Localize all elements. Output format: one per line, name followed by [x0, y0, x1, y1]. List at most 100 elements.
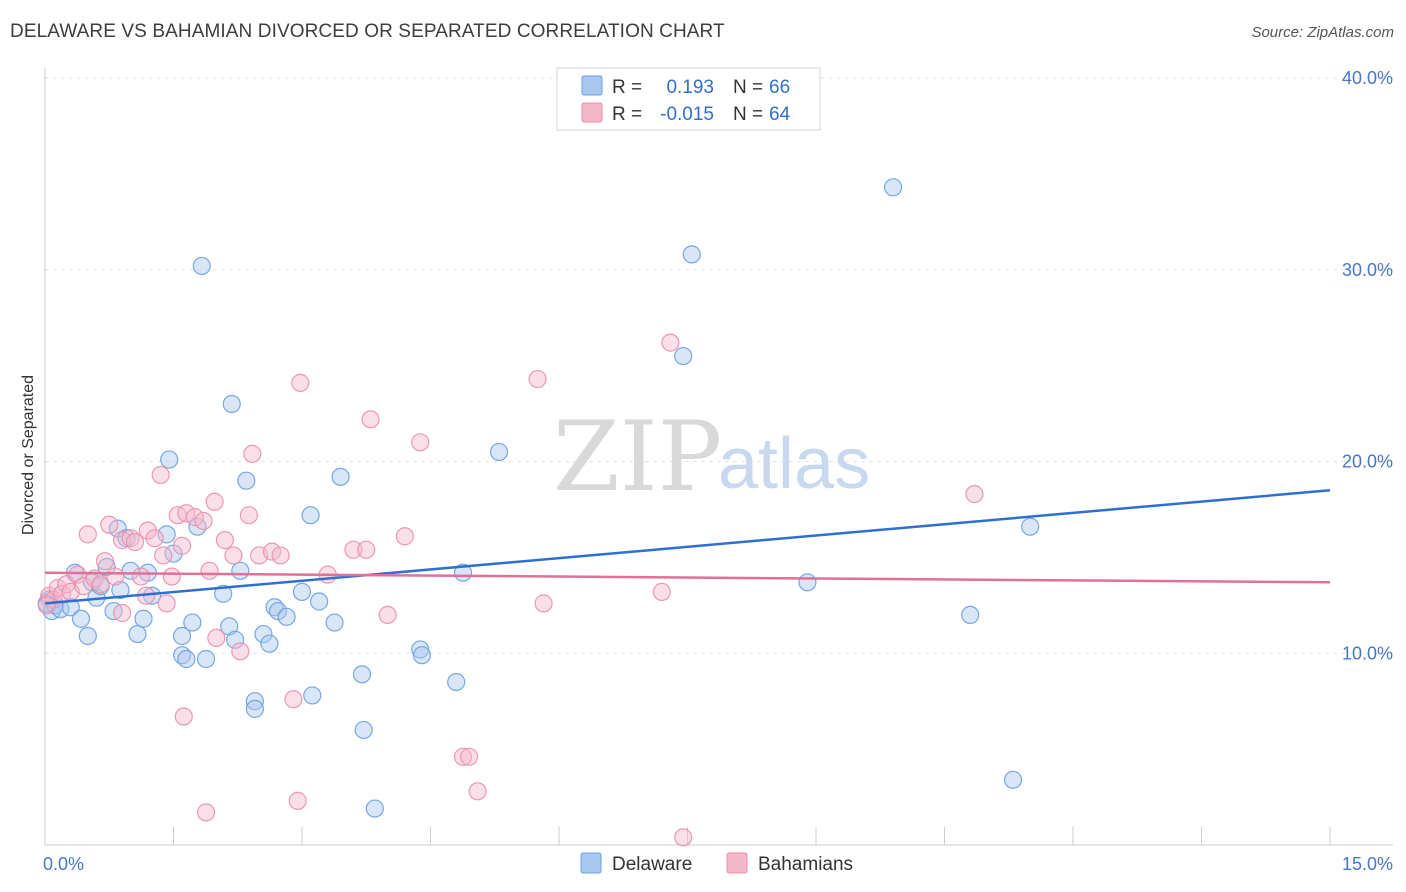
point-delaware-27: [183, 613, 202, 632]
point-delaware-54: [412, 646, 432, 665]
y-axis-title: Divorced or Separated: [20, 375, 37, 535]
point-bahamians-21: [145, 529, 164, 548]
point-bahamians-57: [528, 369, 547, 389]
watermark-atlas: atlas: [718, 424, 870, 504]
legend-r-value-bahamians: -0.015: [660, 104, 714, 125]
point-bahamians-25: [162, 567, 181, 586]
point-delaware-55: [447, 672, 466, 692]
trend-line-delaware: [44, 489, 1331, 605]
point-bahamians-39: [239, 506, 258, 525]
point-bahamians-42: [262, 542, 282, 561]
legend-n-value-bahamians: 64: [769, 104, 791, 125]
point-delaware-39: [254, 624, 273, 644]
point-delaware-29: [192, 256, 211, 276]
point-bahamians-22: [151, 465, 170, 485]
point-bahamians-51: [378, 605, 397, 625]
point-delaware-31: [214, 584, 233, 603]
point-delaware-17: [128, 624, 147, 644]
point-bahamians-50: [361, 410, 380, 429]
y-tick-label-2: 30.0%: [1342, 260, 1393, 280]
point-bahamians-6: [68, 565, 87, 584]
point-bahamians-63: [37, 596, 56, 615]
data-points: [37, 178, 1040, 847]
point-bahamians-32: [196, 803, 216, 822]
point-delaware-57: [489, 442, 509, 462]
point-bahamians-60: [661, 333, 680, 352]
point-delaware-18: [134, 609, 153, 628]
point-delaware-52: [365, 799, 384, 818]
point-bahamians-31: [194, 511, 213, 531]
point-bahamians-20: [138, 521, 157, 540]
point-delaware-40: [260, 634, 279, 653]
point-bahamians-56: [468, 782, 487, 801]
series-legend-swatch-delaware: [580, 852, 602, 874]
point-delaware-7: [78, 626, 97, 646]
point-bahamians-54: [453, 747, 473, 766]
point-bahamians-30: [185, 508, 205, 527]
point-bahamians-35: [207, 628, 226, 648]
point-delaware-51: [354, 720, 373, 740]
point-delaware-50: [352, 665, 372, 684]
series-legend-swatch-bahamians: [726, 852, 748, 874]
x-tick-label-0: 0.0%: [43, 854, 84, 874]
point-bahamians-18: [131, 567, 151, 586]
axes: [44, 68, 1393, 846]
point-delaware-43: [277, 607, 296, 626]
point-delaware-6: [71, 609, 91, 628]
y-tick-label-0: 10.0%: [1342, 643, 1393, 663]
point-bahamians-13: [106, 567, 125, 586]
source-label: Source: ZipAtlas.com: [1251, 24, 1394, 41]
point-delaware-30: [196, 649, 216, 669]
point-bahamians-62: [965, 484, 984, 504]
y-tick-labels: 10.0% 20.0% 30.0% 40.0%: [1342, 68, 1393, 663]
point-delaware-38: [245, 699, 264, 718]
legend-n-value-delaware: 66: [769, 77, 790, 98]
point-delaware-63: [1003, 770, 1023, 789]
grid-lines: [45, 77, 1393, 654]
point-bahamians-46: [291, 373, 310, 392]
point-delaware-34: [226, 630, 245, 649]
point-delaware-46: [303, 686, 322, 705]
series-legend-label-bahamians: Bahamians: [758, 854, 853, 875]
point-delaware-26: [177, 649, 196, 669]
trend-lines: [44, 489, 1331, 605]
point-delaware-48: [325, 613, 344, 632]
point-bahamians-58: [534, 594, 553, 613]
point-bahamians-49: [357, 540, 376, 559]
point-bahamians-23: [154, 546, 173, 565]
point-delaware-61: [883, 178, 903, 197]
point-bahamians-27: [172, 536, 192, 555]
point-delaware-14: [111, 580, 130, 600]
series-legend-label-delaware: Delaware: [612, 854, 692, 875]
point-bahamians-38: [231, 642, 250, 661]
point-bahamians-17: [125, 532, 145, 552]
point-delaware-35: [231, 561, 250, 580]
point-delaware-33: [222, 394, 241, 414]
point-delaware-60: [798, 573, 817, 592]
legend-n-label-bahamians: N =: [733, 104, 763, 125]
point-bahamians-10: [91, 575, 110, 594]
point-bahamians-43: [271, 546, 290, 565]
point-bahamians-61: [674, 828, 693, 847]
point-bahamians-28: [174, 707, 193, 726]
point-bahamians-11: [95, 552, 115, 571]
legend-swatch-delaware: [581, 75, 603, 96]
point-bahamians-59: [652, 582, 671, 601]
point-delaware-47: [310, 592, 329, 611]
point-delaware-45: [301, 506, 320, 525]
point-delaware-62: [961, 605, 980, 625]
point-bahamians-29: [177, 504, 196, 523]
legend: R = 0.193 N = 66 R = -0.015 N = 64: [556, 67, 821, 131]
point-delaware-44: [292, 582, 312, 601]
legend-n-label-delaware: N =: [733, 77, 763, 98]
point-bahamians-48: [344, 540, 363, 559]
chart-title: DELAWARE VS BAHAMIAN DIVORCED OR SEPARAT…: [10, 21, 725, 42]
point-bahamians-34: [205, 492, 224, 511]
point-delaware-21: [157, 525, 176, 544]
trend-line-bahamians: [44, 571, 1331, 584]
point-delaware-59: [682, 245, 701, 264]
point-delaware-58: [674, 346, 693, 366]
y-tick-label-3: 40.0%: [1342, 68, 1393, 88]
legend-r-label-bahamians: R =: [612, 104, 642, 125]
